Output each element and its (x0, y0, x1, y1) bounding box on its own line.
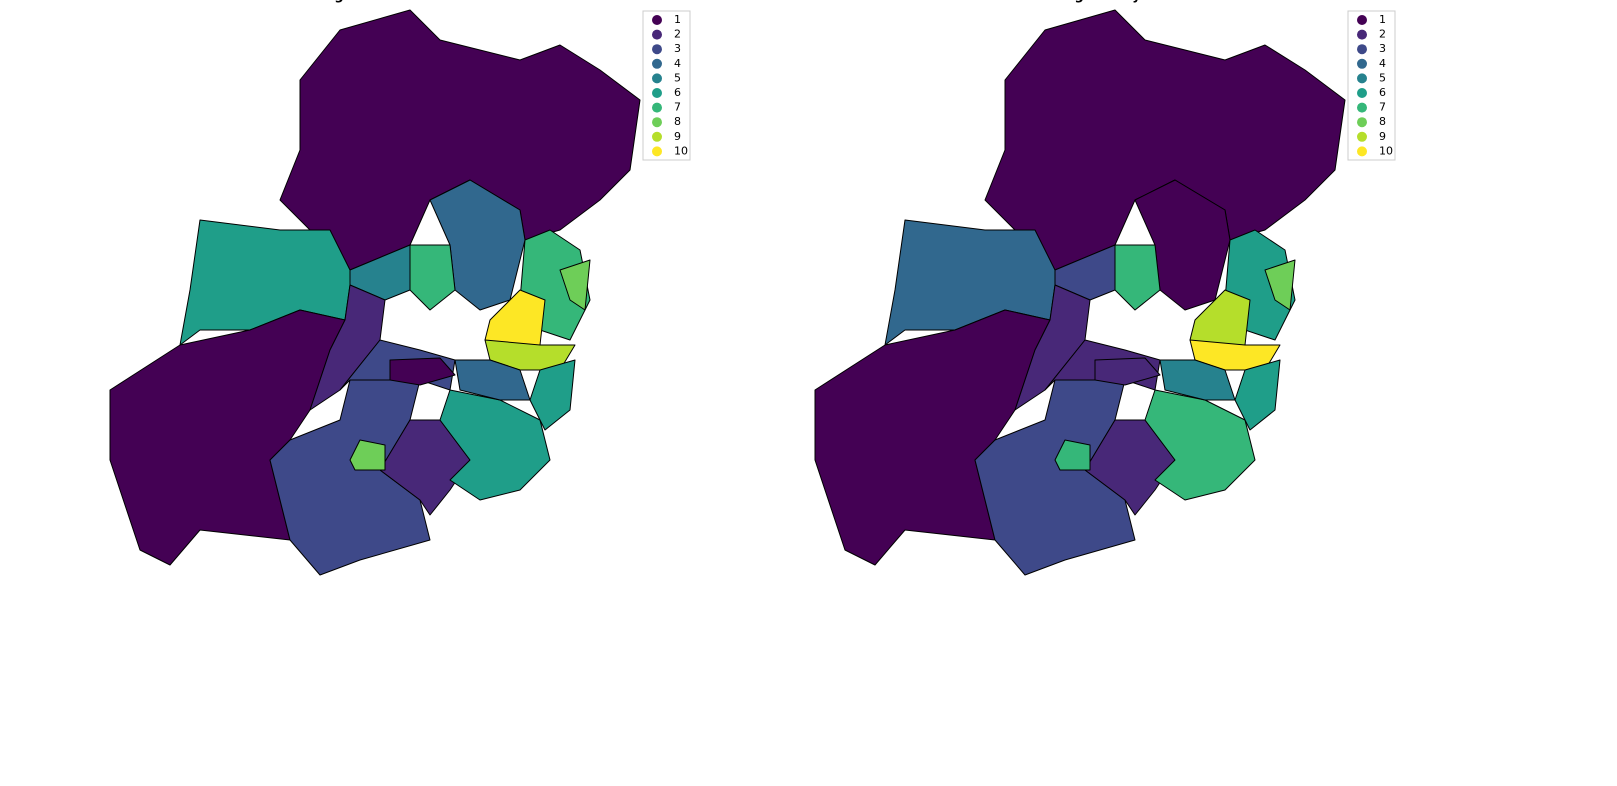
legend: 1 23 45 6 78 910 (1347, 10, 1396, 161)
legend-marker (652, 73, 662, 84)
legend-frame (1347, 10, 1396, 161)
legend-label: 1 (674, 13, 681, 26)
region (1234, 359, 1281, 431)
legend-marker (1357, 15, 1367, 25)
legend-marker (1357, 117, 1367, 128)
legend-marker (1357, 73, 1367, 84)
legend-frame (642, 10, 691, 161)
legend-label: 7 (674, 101, 681, 114)
region (1054, 244, 1116, 301)
legend-label: 6 (1379, 86, 1386, 99)
region (349, 244, 411, 301)
legend-label: 3 (674, 42, 681, 55)
region (349, 439, 386, 471)
legend-label: 2 (1379, 28, 1386, 41)
legend-label: 10 (1379, 144, 1393, 157)
region (1144, 389, 1256, 501)
legend-label: 5 (1379, 71, 1386, 84)
legend-label: 9 (1379, 130, 1386, 143)
map-title: Ranking: Accommodation Index (284, 0, 517, 4)
legend-label: 5 (674, 71, 681, 84)
region (309, 284, 386, 411)
region (1054, 439, 1091, 471)
legend-label: 7 (1379, 101, 1386, 114)
legend-marker (652, 58, 662, 69)
legend-marker (652, 29, 662, 40)
legend-label: 10 (674, 144, 688, 157)
legend-label: 4 (674, 57, 681, 70)
region (439, 389, 551, 501)
legend-label: 1 (1379, 13, 1386, 26)
legend-label: 4 (1379, 57, 1386, 70)
legend-marker (1357, 102, 1367, 113)
legend-label: 2 (674, 28, 681, 41)
legend-label: 3 (1379, 42, 1386, 55)
legend-marker (1357, 146, 1367, 157)
legend-marker (1357, 131, 1367, 142)
legend-marker (1357, 58, 1367, 69)
map: Ranking: Accommodation Index 1 23 45 6 78 910 (109, 0, 691, 576)
legend-marker (652, 102, 662, 113)
region (559, 259, 591, 311)
legend-marker (652, 117, 662, 128)
region (1094, 357, 1161, 386)
legend-marker (1357, 44, 1367, 55)
region (529, 359, 576, 431)
region (1014, 284, 1091, 411)
legend-marker (652, 44, 662, 55)
legend: 1 23 45 6 78 910 (642, 10, 691, 161)
legend-label: 9 (674, 130, 681, 143)
legend-marker (652, 131, 662, 142)
legend-label: 8 (674, 115, 681, 128)
region (1114, 244, 1161, 311)
region (389, 357, 456, 386)
legend-marker (652, 15, 662, 25)
region (409, 244, 456, 311)
map: Ranking: Safety Index 1 23 45 6 78 910 (814, 0, 1396, 576)
legend-label: 8 (1379, 115, 1386, 128)
region (1264, 259, 1296, 311)
legend-marker (652, 146, 662, 157)
map-title: Ranking: Safety Index (1024, 0, 1186, 4)
legend-marker (1357, 88, 1367, 98)
legend-label: 6 (674, 86, 681, 99)
legend-marker (1357, 29, 1367, 40)
legend-marker (652, 88, 662, 98)
